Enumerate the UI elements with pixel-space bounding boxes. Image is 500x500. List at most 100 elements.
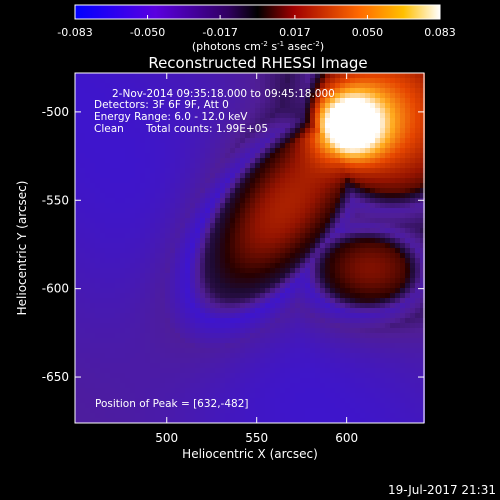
heatmap-cell [280, 243, 285, 248]
heatmap-cell [170, 73, 175, 78]
heatmap-cell [105, 283, 110, 288]
heatmap-cell [300, 158, 305, 163]
heatmap-cell [145, 103, 150, 108]
heatmap-cell [95, 193, 100, 198]
heatmap-cell [375, 418, 380, 423]
heatmap-cell [200, 403, 205, 408]
heatmap-cell [195, 308, 200, 313]
heatmap-cell [265, 358, 270, 363]
heatmap-cell [100, 163, 105, 168]
heatmap-cell [105, 243, 110, 248]
heatmap-cell [350, 283, 355, 288]
heatmap-cell [310, 308, 315, 313]
heatmap-cell [285, 348, 290, 353]
heatmap-cell [205, 93, 210, 98]
heatmap-cell [240, 188, 245, 193]
heatmap-cell [395, 143, 400, 148]
heatmap-cell [130, 113, 135, 118]
heatmap-cell [360, 403, 365, 408]
heatmap-cell [325, 113, 330, 118]
heatmap-cell [150, 308, 155, 313]
heatmap-cell [320, 378, 325, 383]
heatmap-cell [80, 413, 85, 418]
heatmap-cell [155, 318, 160, 323]
heatmap-cell [375, 243, 380, 248]
heatmap-cell [230, 338, 235, 343]
heatmap-cell [75, 403, 80, 408]
heatmap-cell [360, 383, 365, 388]
heatmap-cell [275, 158, 280, 163]
heatmap-cell [170, 358, 175, 363]
heatmap-cell [295, 148, 300, 153]
heatmap-cell [360, 203, 365, 208]
heatmap-cell [285, 388, 290, 393]
heatmap-cell [410, 203, 415, 208]
heatmap-cell [300, 408, 305, 413]
heatmap-cell [415, 103, 420, 108]
heatmap-cell [300, 118, 305, 123]
heatmap-cell [145, 248, 150, 253]
heatmap-cell [375, 203, 380, 208]
heatmap-cell [270, 313, 275, 318]
heatmap-cell [365, 163, 370, 168]
heatmap-cell [255, 218, 260, 223]
heatmap-cell [185, 233, 190, 238]
heatmap-cell [295, 188, 300, 193]
heatmap-cell [295, 393, 300, 398]
heatmap-cell [235, 373, 240, 378]
heatmap-cell [100, 148, 105, 153]
heatmap-cell [395, 123, 400, 128]
heatmap-cell [95, 88, 100, 93]
heatmap-cell [175, 373, 180, 378]
heatmap-cell [370, 198, 375, 203]
heatmap-cell [320, 343, 325, 348]
heatmap-cell [175, 413, 180, 418]
heatmap-cell [420, 243, 425, 248]
heatmap-cell [415, 313, 420, 318]
heatmap-cell [270, 78, 275, 83]
heatmap-cell [170, 198, 175, 203]
heatmap-cell [100, 418, 105, 423]
heatmap-cell [375, 128, 380, 133]
heatmap-cell [215, 118, 220, 123]
heatmap-cell [180, 78, 185, 83]
heatmap-cell [385, 188, 390, 193]
heatmap-cell [280, 393, 285, 398]
heatmap-cell [385, 128, 390, 133]
heatmap-cell [115, 268, 120, 273]
heatmap-cell [390, 118, 395, 123]
heatmap-cell [250, 113, 255, 118]
heatmap-cell [245, 418, 250, 423]
heatmap-cell [270, 393, 275, 398]
heatmap-cell [310, 228, 315, 233]
heatmap-cell [265, 173, 270, 178]
heatmap-cell [340, 413, 345, 418]
heatmap-cell [110, 358, 115, 363]
heatmap-cell [335, 173, 340, 178]
heatmap-cell [105, 193, 110, 198]
heatmap-cell [285, 328, 290, 333]
heatmap-cell [315, 203, 320, 208]
heatmap-cell [405, 268, 410, 273]
heatmap-cell [415, 383, 420, 388]
heatmap-cell [120, 123, 125, 128]
heatmap-cell [230, 263, 235, 268]
heatmap-cell [90, 413, 95, 418]
heatmap-cell [205, 163, 210, 168]
heatmap-cell [235, 363, 240, 368]
heatmap-cell [325, 323, 330, 328]
heatmap-cell [325, 358, 330, 363]
heatmap-cell [120, 378, 125, 383]
heatmap-cell [395, 198, 400, 203]
heatmap-cell [265, 323, 270, 328]
heatmap-cell [370, 313, 375, 318]
heatmap-cell [120, 323, 125, 328]
heatmap-cell [180, 273, 185, 278]
heatmap-cell [225, 213, 230, 218]
heatmap-cell [305, 218, 310, 223]
heatmap-cell [180, 383, 185, 388]
colorbar-tick-label: -0.083 [57, 26, 92, 39]
heatmap-cell [80, 203, 85, 208]
heatmap-cell [75, 238, 80, 243]
heatmap-cell [180, 128, 185, 133]
